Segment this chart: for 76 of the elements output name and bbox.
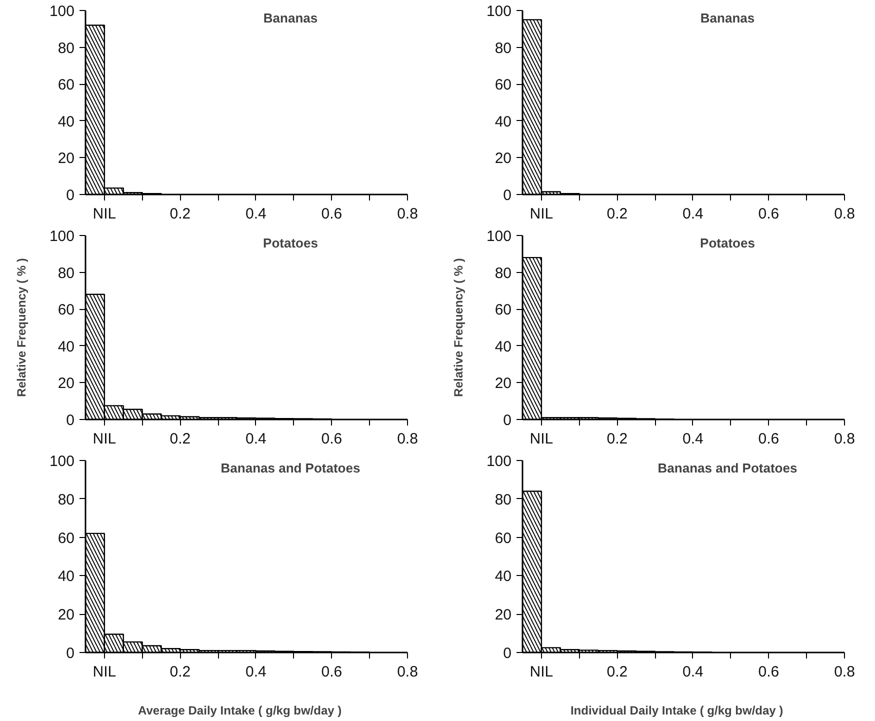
y-tick-label: 40 <box>58 113 75 130</box>
y-tick-label: 80 <box>494 40 512 57</box>
y-tick-label: 0 <box>503 645 512 662</box>
y-tick-label: 60 <box>58 76 75 94</box>
x-tick-label: 0.4 <box>246 430 266 448</box>
y-tick-label: 20 <box>494 150 512 168</box>
y-tick-label: 80 <box>58 40 75 57</box>
x-tick-label: 0.8 <box>397 206 418 222</box>
y-tick-label: 60 <box>58 530 75 547</box>
x-tick-label: 0.4 <box>246 206 266 222</box>
y-tick-label: 80 <box>494 264 512 282</box>
chart-title: Bananas and Potatoes <box>220 460 360 476</box>
x-tick-label: 0.4 <box>246 664 266 680</box>
y-tick-label: 100 <box>486 453 512 470</box>
x-tick-label: NIL <box>530 664 554 680</box>
x-axis-title: Average Daily Intake ( g/kg bw/day ) <box>138 704 342 718</box>
x-tick-label: 0.4 <box>682 430 704 448</box>
x-tick-label: 0.6 <box>321 664 342 680</box>
x-tick-label: 0.6 <box>758 430 780 448</box>
x-tick-label: NIL <box>92 206 116 222</box>
y-tick-label: 60 <box>494 76 512 94</box>
x-tick-label: 0.4 <box>682 664 704 680</box>
chart-title: Potatoes <box>263 236 318 250</box>
y-tick-label: 0 <box>66 412 74 429</box>
x-tick-label: 0.8 <box>834 206 855 222</box>
y-tick-label: 80 <box>58 491 75 508</box>
y-tick-label: 60 <box>494 530 512 547</box>
x-tick-label: NIL <box>530 206 554 222</box>
y-tick-label: 0 <box>503 187 512 204</box>
x-tick-label: 0.6 <box>758 206 780 222</box>
y-tick-label: 40 <box>58 338 75 356</box>
chart-title: Potatoes <box>700 236 755 250</box>
y-tick-label: 80 <box>58 264 75 282</box>
x-axis-title: Individual Daily Intake ( g/kg bw/day ) <box>570 704 784 718</box>
y-tick-label: 0 <box>503 412 512 429</box>
x-tick-label: 0.8 <box>397 430 418 448</box>
x-tick-label: 0.4 <box>682 206 704 222</box>
y-tick-label: 80 <box>494 491 512 508</box>
y-axis-title: Relative Frequency ( % ) <box>451 258 466 397</box>
x-tick-label: 0.8 <box>834 430 855 448</box>
x-tick-label: 0.2 <box>170 430 191 448</box>
y-tick-label: 100 <box>486 3 512 20</box>
y-tick-label: 20 <box>494 606 512 624</box>
y-tick-label: 100 <box>49 453 75 470</box>
y-tick-label: 40 <box>494 338 512 356</box>
chart-title: Bananas <box>700 10 755 26</box>
y-tick-label: 60 <box>494 302 512 319</box>
y-axis-title: Relative Frequency ( % ) <box>14 258 28 397</box>
y-tick-label: 20 <box>58 375 75 392</box>
y-tick-label: 60 <box>58 302 75 319</box>
x-tick-label: 0.2 <box>170 664 191 680</box>
y-tick-label: 40 <box>494 568 512 586</box>
x-tick-label: 0.2 <box>606 664 628 680</box>
x-tick-label: NIL <box>92 664 116 680</box>
y-tick-label: 20 <box>494 375 512 392</box>
x-tick-label: 0.2 <box>170 206 191 222</box>
x-tick-label: NIL <box>92 430 116 448</box>
y-tick-label: 40 <box>494 113 512 130</box>
y-tick-label: 100 <box>486 228 512 245</box>
x-tick-label: 0.6 <box>758 664 780 680</box>
x-tick-label: 0.8 <box>834 664 855 680</box>
y-tick-label: 40 <box>58 568 75 586</box>
y-tick-label: 100 <box>49 228 75 245</box>
y-tick-label: 0 <box>66 645 74 662</box>
y-tick-label: 100 <box>49 3 75 20</box>
x-tick-label: 0.2 <box>606 430 628 448</box>
x-tick-label: 0.2 <box>606 206 628 222</box>
x-tick-label: 0.6 <box>321 206 342 222</box>
x-tick-label: 0.6 <box>321 430 342 448</box>
chart-title: Bananas <box>263 10 318 26</box>
chart-title: Bananas and Potatoes <box>658 460 798 476</box>
x-tick-label: NIL <box>530 430 554 448</box>
y-tick-label: 20 <box>58 606 75 624</box>
y-tick-label: 20 <box>58 150 75 168</box>
x-tick-label: 0.8 <box>397 664 418 680</box>
y-tick-label: 0 <box>66 187 74 204</box>
